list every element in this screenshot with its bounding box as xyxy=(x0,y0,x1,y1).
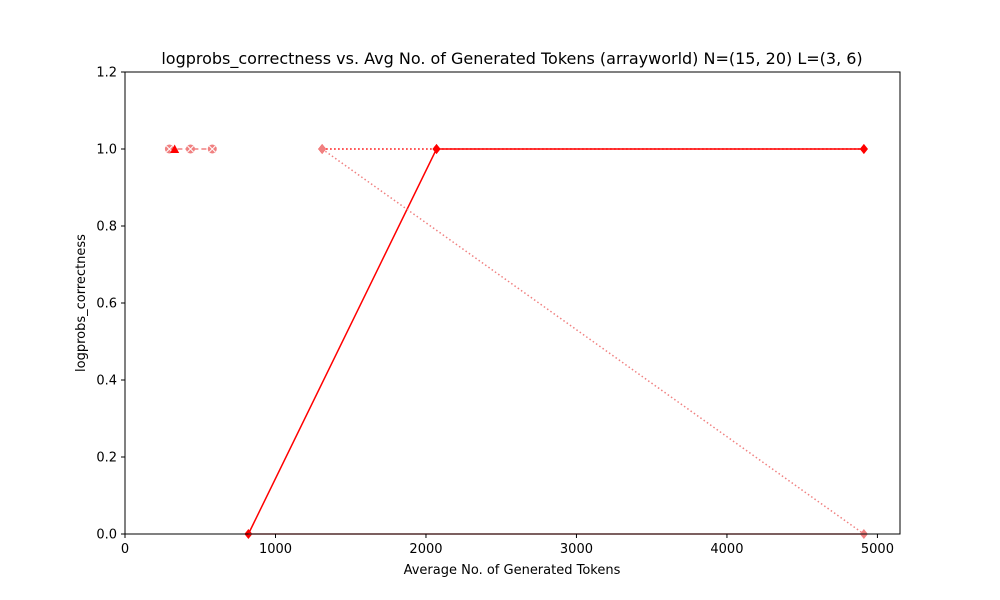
data-point xyxy=(318,144,327,154)
chart-title: logprobs_correctness vs. Avg No. of Gene… xyxy=(161,49,862,69)
data-point xyxy=(170,144,180,153)
y-tick-label: 0.6 xyxy=(96,297,117,312)
data-point xyxy=(859,144,868,154)
plot-frame xyxy=(124,71,901,535)
x-tick-label: 4000 xyxy=(710,542,743,557)
series-3 xyxy=(318,144,868,539)
x-tick-label: 5000 xyxy=(861,542,894,557)
x-tick-label: 3000 xyxy=(560,542,593,557)
x-axis-label: Average No. of Generated Tokens xyxy=(404,563,621,578)
series-line xyxy=(247,148,864,535)
y-tick-label: 0.4 xyxy=(96,374,117,389)
y-tick-label: 1.2 xyxy=(96,66,117,81)
y-tick-label: 0.0 xyxy=(96,528,117,543)
series-6 xyxy=(170,144,180,153)
y-tick-label: 0.2 xyxy=(96,451,117,466)
plot-area xyxy=(164,144,868,539)
x-tick-label: 0 xyxy=(121,542,129,557)
y-axis: 0.0 0.2 0.4 0.6 0.8 1.0 1.2 xyxy=(96,66,125,543)
series-5 xyxy=(164,144,217,154)
x-tick-label: 2000 xyxy=(409,542,442,557)
data-point xyxy=(207,144,217,154)
x-axis: 0 1000 2000 3000 4000 5000 xyxy=(121,534,894,557)
x-tick-label: 1000 xyxy=(259,542,292,557)
series-1 xyxy=(244,144,868,539)
data-point xyxy=(185,144,195,154)
y-axis-label: logprobs_correctness xyxy=(74,234,89,372)
y-tick-label: 1.0 xyxy=(96,143,117,158)
data-point xyxy=(432,144,441,154)
y-tick-label: 0.8 xyxy=(96,220,117,235)
series-line xyxy=(321,148,865,535)
